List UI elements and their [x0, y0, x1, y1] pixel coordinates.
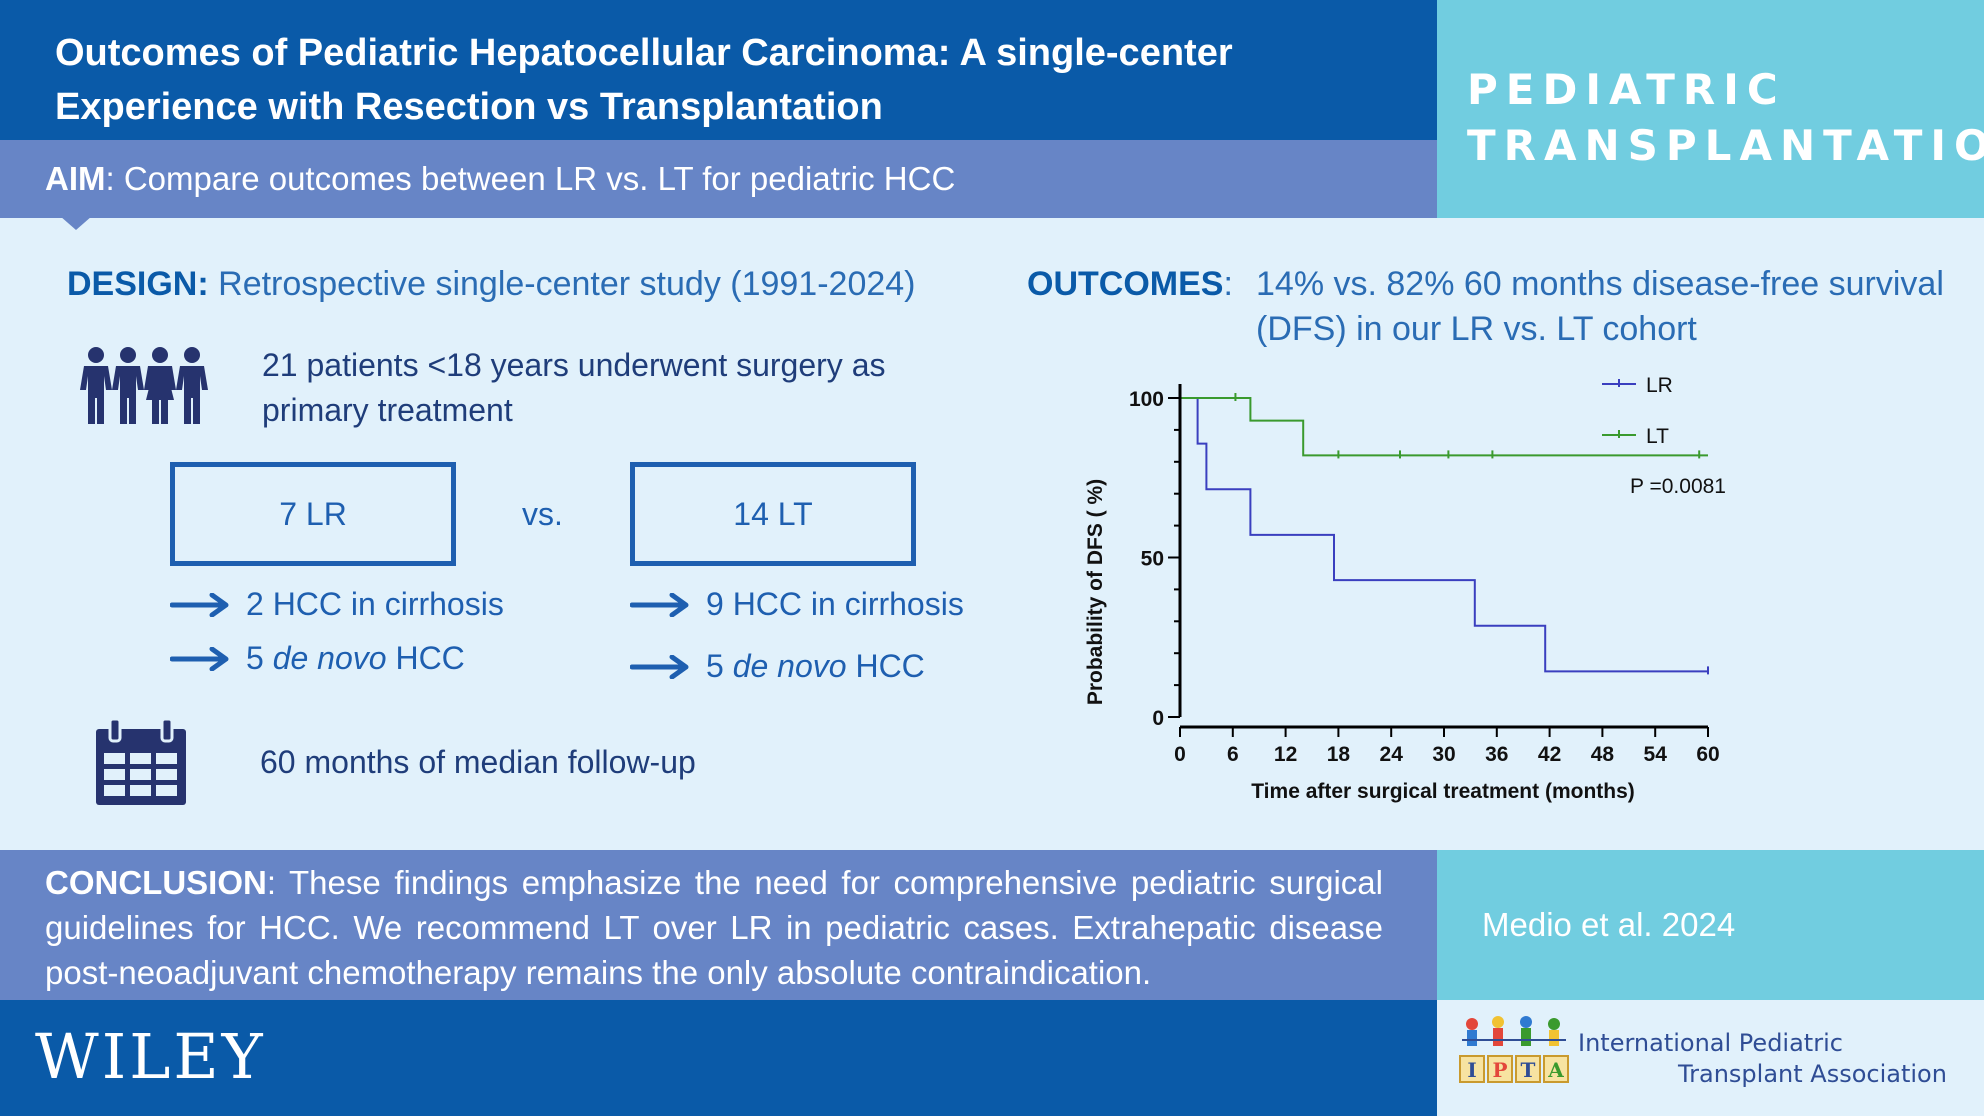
lt-cirrhosis-text: 9 HCC in cirrhosis — [706, 586, 964, 622]
followup-text: 60 months of median follow-up — [260, 744, 696, 780]
x-tick-label: 30 — [1432, 743, 1455, 766]
outcomes-text: 14% vs. 82% 60 months disease-free survi… — [1256, 265, 1944, 348]
journal-name: PEDIATRIC TRANSPLANTATION — [1467, 65, 1984, 170]
lr-denovo-suffix: HCC — [395, 640, 465, 676]
series-line-lt — [1180, 397, 1708, 457]
citation-panel — [1437, 850, 1984, 1000]
lt-denovo-num: 5 — [706, 648, 724, 684]
x-tick-label: 36 — [1485, 743, 1508, 766]
lr-denovo-item: 5 de novo HCC — [170, 640, 465, 677]
cohort-box-lt: 14 LT — [630, 462, 916, 566]
outcomes-colon: : — [1223, 265, 1233, 303]
logo-letter-t: T — [1521, 1058, 1536, 1082]
x-tick-label: 12 — [1274, 743, 1297, 766]
arrow-right-icon — [630, 654, 689, 679]
arrow-right-icon — [630, 592, 689, 617]
people-group-icon — [80, 347, 208, 424]
logo-letter-p: P — [1492, 1058, 1507, 1082]
conclusion-statement: CONCLUSION: These findings emphasize the… — [45, 860, 1383, 995]
design-text: Retrospective single-center study (1991-… — [208, 265, 916, 303]
citation-text: Medio et al. 2024 — [1482, 906, 1736, 943]
x-tick-label: 24 — [1380, 743, 1404, 766]
page-title: Outcomes of Pediatric Hepatocellular Car… — [55, 32, 1233, 128]
y-axis-label: Probability of DFS ( %) — [1084, 479, 1107, 705]
x-tick-label: 0 — [1174, 743, 1186, 766]
chart-legend: LR LT — [1602, 374, 1673, 448]
conclusion-label: CONCLUSION — [45, 864, 267, 901]
x-tick-label: 48 — [1591, 743, 1615, 766]
society-name: International Pediatric Transplant Associ… — [1578, 1028, 1947, 1090]
aim-label: AIM — [45, 160, 106, 197]
aim-text: : Compare outcomes between LR vs. LT for… — [105, 160, 956, 197]
lr-denovo-italic: de novo — [272, 640, 387, 676]
lr-cirrhosis-text: 2 HCC in cirrhosis — [246, 586, 504, 622]
x-tick-label: 18 — [1327, 743, 1351, 766]
design-label: DESIGN: — [67, 265, 209, 303]
outcomes-label: OUTCOMES — [1027, 265, 1224, 303]
y-axis-ticks: 0 50 100 — [1129, 388, 1180, 730]
lt-cirrhosis-item: 9 HCC in cirrhosis — [630, 586, 964, 623]
design-statement: DESIGN: Retrospective single-center stud… — [67, 262, 916, 306]
x-tick-label: 60 — [1696, 743, 1719, 766]
aim-pointer — [60, 216, 92, 230]
y-tick-label: 50 — [1141, 548, 1164, 571]
conclusion-text: : These findings emphasize the need for … — [45, 864, 1383, 991]
lt-denovo-italic: de novo — [732, 648, 847, 684]
lt-denovo-item: 5 de novo HCC — [630, 648, 925, 685]
publisher-logo: WILEY — [35, 1020, 266, 1093]
legend-label-lt: LT — [1646, 425, 1669, 448]
x-tick-label: 6 — [1227, 743, 1239, 766]
y-tick-label: 0 — [1152, 707, 1164, 730]
journal-panel — [1437, 0, 1984, 218]
x-tick-label: 42 — [1538, 743, 1561, 766]
lt-denovo-suffix: HCC — [855, 648, 925, 684]
x-tick-label: 54 — [1644, 743, 1668, 766]
legend-label-lr: LR — [1646, 374, 1673, 397]
lr-cirrhosis-item: 2 HCC in cirrhosis — [170, 586, 504, 623]
lr-denovo-num: 5 — [246, 640, 264, 676]
patients-summary: 21 patients <18 years underwent surgery … — [262, 347, 886, 428]
outcomes-label-group: OUTCOMES: — [1027, 262, 1233, 306]
y-tick-label: 100 — [1129, 388, 1164, 411]
vs-label: vs. — [522, 496, 563, 532]
society-name-line-1: International Pediatric — [1578, 1029, 1843, 1057]
ipta-logo-icon: I P T A — [1459, 1016, 1569, 1083]
conclusion-bar — [0, 850, 1437, 1000]
x-axis-label: Time after surgical treatment (months) — [1251, 780, 1635, 803]
p-value-annotation: P =0.0081 — [1630, 475, 1726, 498]
footer-bar — [0, 1000, 1437, 1116]
society-name-line-2: Transplant Association — [1678, 1060, 1947, 1088]
header-bar — [0, 0, 1437, 140]
km-chart: 0 50 100 0 6 12 18 24 30 36 42 48 54 60 LR LT P =0.00… — [1084, 374, 1726, 803]
cohort-box-lr: 7 LR — [170, 462, 456, 566]
logo-letter-i: I — [1467, 1058, 1476, 1082]
logo-letter-a: A — [1547, 1058, 1564, 1082]
series-line-lr — [1180, 397, 1708, 673]
arrow-right-icon — [170, 592, 229, 617]
arrow-right-icon — [170, 646, 229, 671]
calendar-icon — [96, 719, 186, 805]
x-axis-ticks: 0 6 12 18 24 30 36 42 48 54 60 — [1174, 727, 1720, 766]
aim-bar — [0, 140, 1437, 218]
aim-statement: AIM: Compare outcomes between LR vs. LT … — [45, 158, 955, 200]
chart-series — [1179, 393, 1709, 675]
